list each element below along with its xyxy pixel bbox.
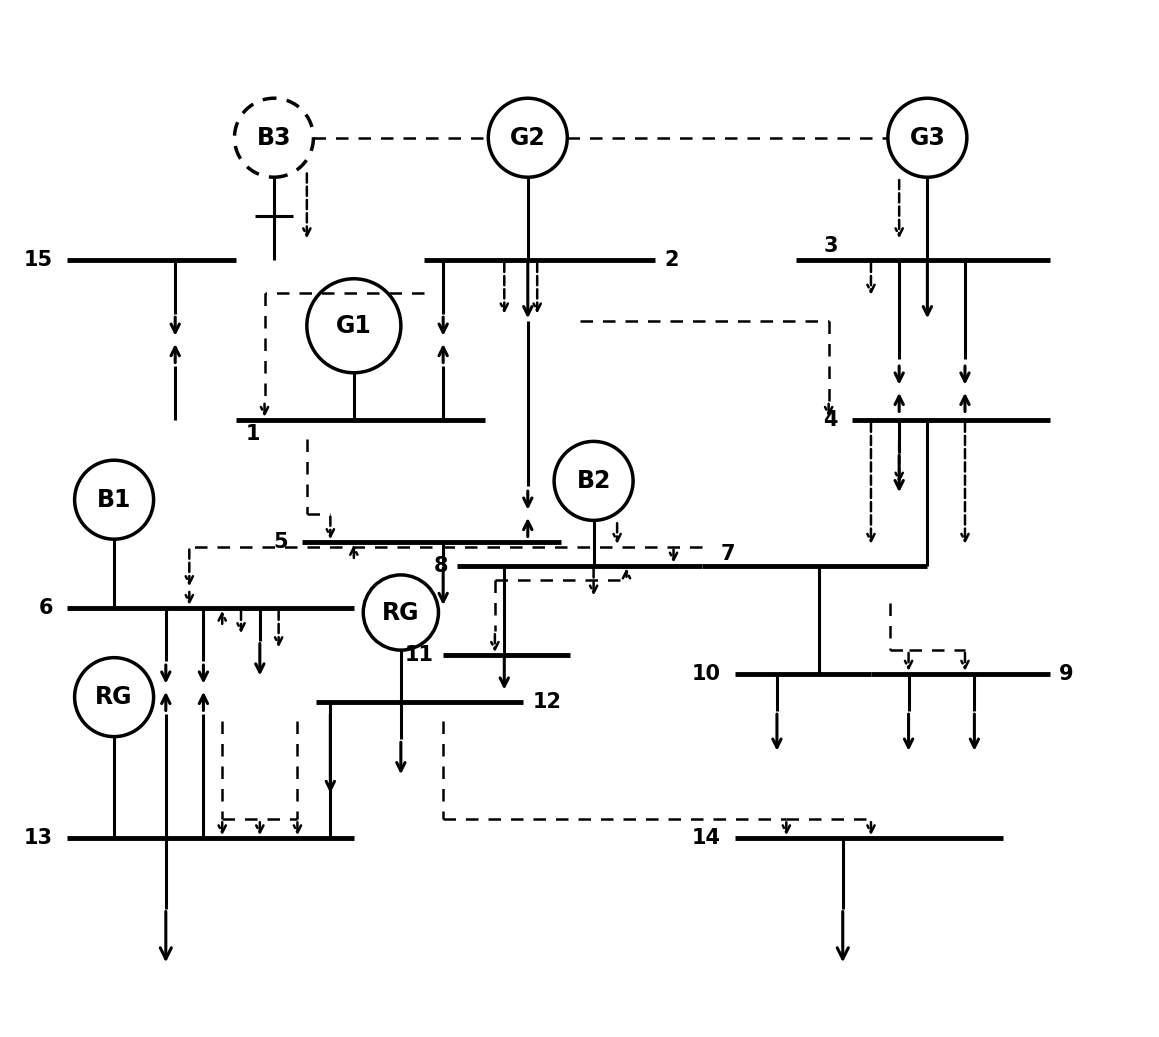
Text: 11: 11 <box>404 645 433 665</box>
Text: RG: RG <box>382 600 420 624</box>
Text: RG: RG <box>95 685 133 709</box>
Text: 3: 3 <box>824 235 838 256</box>
Text: 7: 7 <box>721 544 735 564</box>
Text: 14: 14 <box>692 829 721 848</box>
Text: 5: 5 <box>274 532 289 552</box>
Text: 10: 10 <box>692 664 721 683</box>
Text: G1: G1 <box>336 314 372 338</box>
Text: 13: 13 <box>24 829 53 848</box>
Text: B2: B2 <box>576 469 611 493</box>
Text: 4: 4 <box>824 410 838 429</box>
Text: G3: G3 <box>910 125 946 149</box>
Text: 1: 1 <box>246 424 261 444</box>
Text: 15: 15 <box>24 250 53 270</box>
Text: 2: 2 <box>664 250 679 270</box>
Text: G2: G2 <box>510 125 546 149</box>
Text: 8: 8 <box>433 556 447 576</box>
Text: 9: 9 <box>1059 664 1073 683</box>
Text: B3: B3 <box>256 125 291 149</box>
Text: 12: 12 <box>532 692 561 711</box>
Text: B1: B1 <box>97 487 131 511</box>
Text: 6: 6 <box>38 597 53 618</box>
